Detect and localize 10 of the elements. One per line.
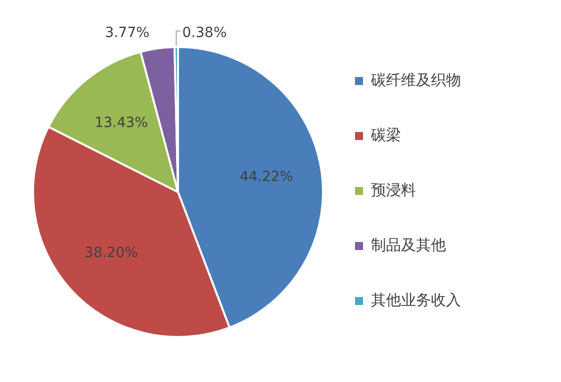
data-label: 44.22% [240,168,294,185]
legend-label: 预浸料 [371,181,416,199]
data-label: 3.77% [104,25,150,41]
data-label: 13.43% [94,115,148,132]
legend-label: 制品及其他 [371,236,446,254]
data-label: 0.38% [182,25,227,41]
legend-label: 碳梁 [370,126,401,144]
legend-label: 碳纤维及织物 [370,71,461,89]
data-label: 38.20% [84,245,138,262]
legend-label: 其他业务收入 [371,291,461,309]
